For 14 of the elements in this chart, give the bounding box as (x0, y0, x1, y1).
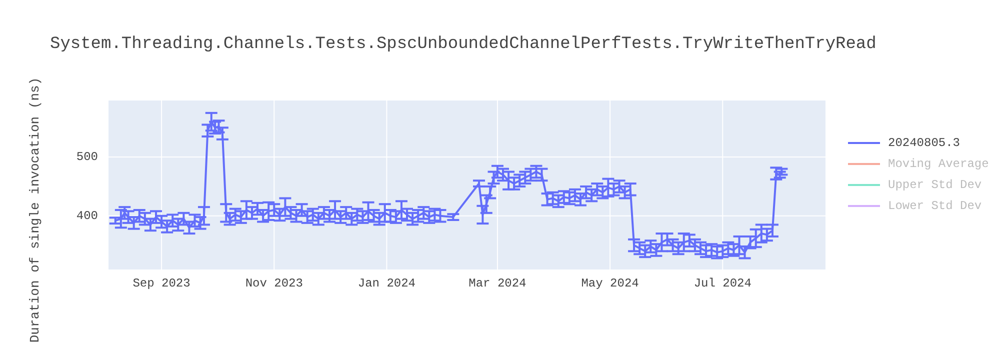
x-tick-label: Jul 2024 (694, 276, 752, 291)
x-tick-label: Sep 2023 (132, 276, 190, 291)
x-tick-label: Jan 2024 (358, 276, 416, 291)
legend-label: 20240805.3 (888, 136, 960, 150)
legend-label: Moving Average (888, 156, 989, 170)
x-tick-label: May 2024 (581, 276, 639, 291)
y-tick-label: 400 (76, 208, 98, 223)
chart-title: System.Threading.Channels.Tests.SpscUnboundedChannelPerfTests.TryWriteThenTryRead (50, 35, 876, 54)
x-tick-label: Nov 2023 (245, 276, 303, 291)
y-tick-label: 500 (76, 150, 98, 164)
y-axis-title: Duration of single invocation (ns) (28, 77, 42, 343)
legend-label: Upper Std Dev (888, 178, 982, 192)
legend-label: Lower Std Dev (888, 198, 982, 212)
x-tick-label: Mar 2024 (468, 276, 526, 291)
